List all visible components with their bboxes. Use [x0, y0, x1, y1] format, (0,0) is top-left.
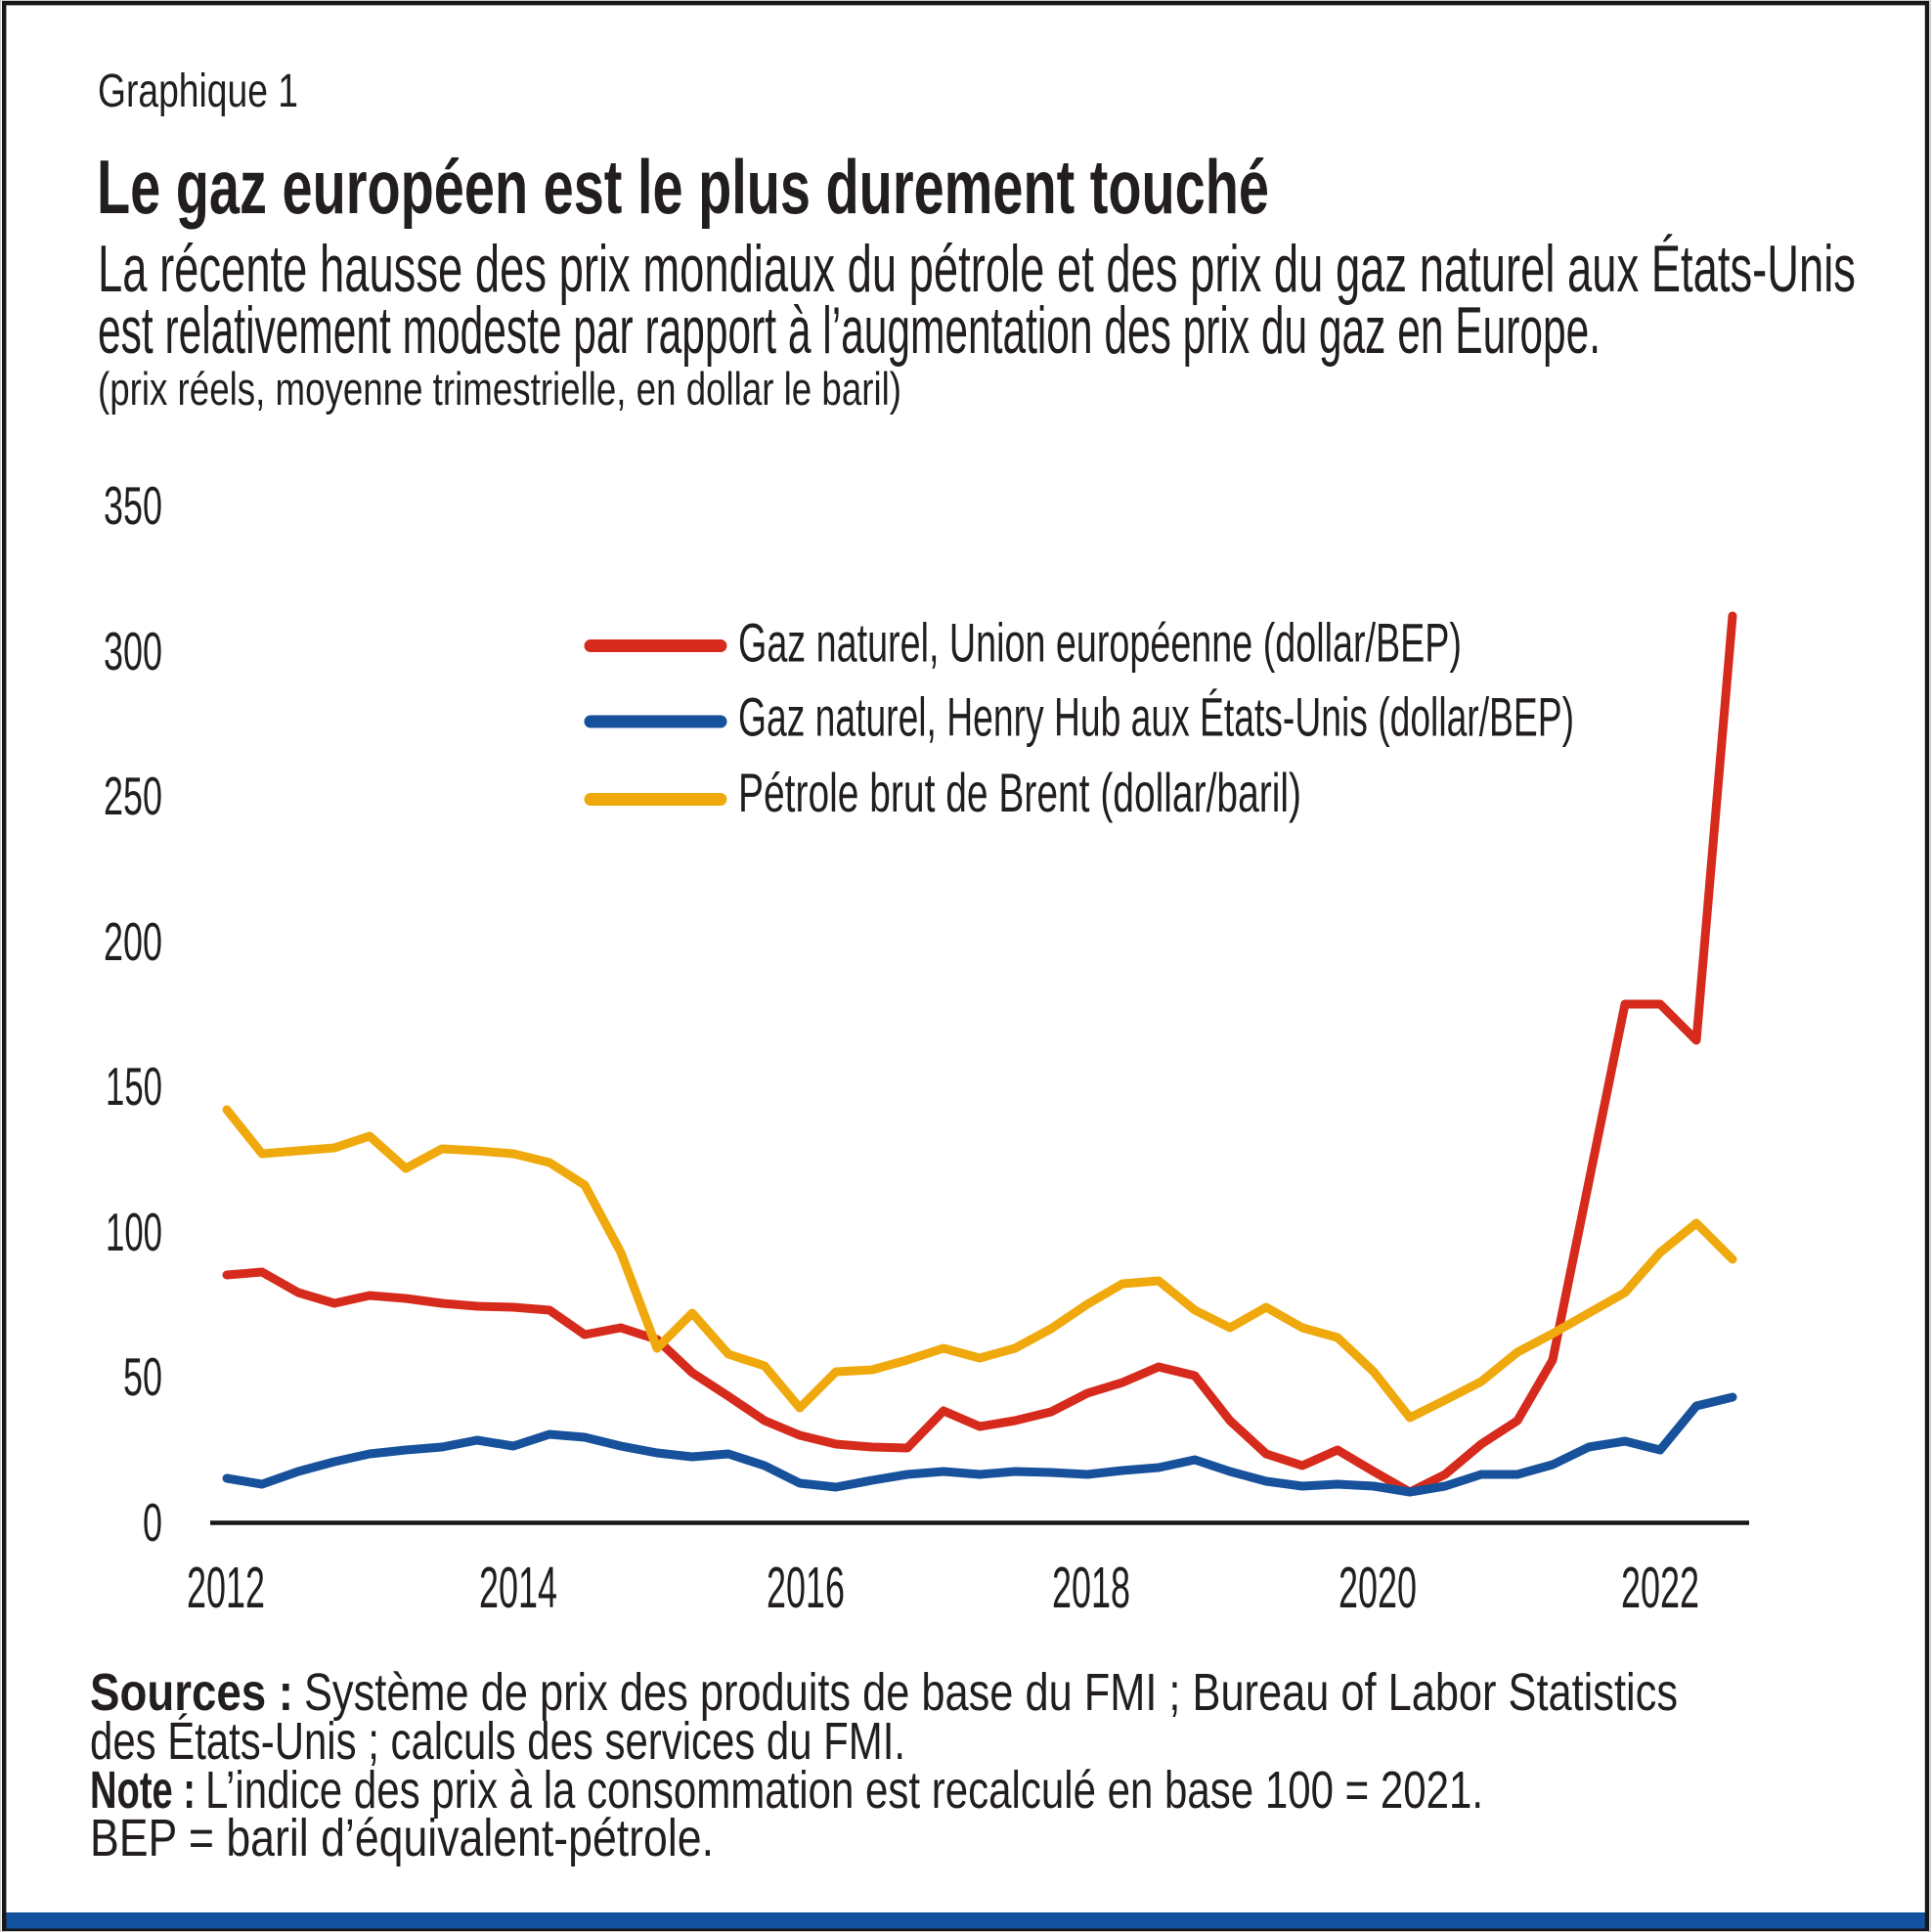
svg-text:350: 350 — [104, 475, 162, 536]
svg-text:Graphique 1: Graphique 1 — [98, 66, 298, 117]
svg-text:2018: 2018 — [1052, 1556, 1130, 1620]
svg-text:2020: 2020 — [1339, 1556, 1417, 1620]
svg-text:2022: 2022 — [1621, 1556, 1699, 1620]
svg-text:200: 200 — [104, 911, 162, 972]
svg-text:150: 150 — [106, 1056, 162, 1117]
svg-text:250: 250 — [104, 766, 162, 826]
svg-text:Note :: Note : — [90, 1761, 196, 1820]
svg-text:50: 50 — [123, 1346, 162, 1407]
svg-text:des États-Unis ; calculs des s: des États-Unis ; calculs des services du… — [90, 1712, 905, 1771]
svg-text:Le gaz européen est le plus du: Le gaz européen est le plus durement tou… — [97, 144, 1269, 230]
svg-text:Système de prix des produits d: Système de prix des produits de base du … — [304, 1663, 1678, 1722]
svg-text:La récente hausse des prix mon: La récente hausse des prix mondiaux du p… — [98, 232, 1856, 306]
svg-text:Pétrole brut de Brent (dollar/: Pétrole brut de Brent (dollar/baril) — [738, 762, 1301, 823]
svg-text:100: 100 — [106, 1202, 162, 1262]
svg-text:BEP = baril d’équivalent-pétro: BEP = baril d’équivalent-pétrole. — [90, 1809, 714, 1867]
svg-text:(prix réels, moyenne trimestri: (prix réels, moyenne trimestrielle, en d… — [98, 363, 901, 415]
svg-text:Sources :: Sources : — [90, 1663, 293, 1722]
svg-text:Gaz naturel, Union européenne: Gaz naturel, Union européenne (dollar/BE… — [738, 612, 1462, 674]
svg-text:L’indice des prix à la consomm: L’indice des prix à la consommation est … — [205, 1761, 1483, 1820]
svg-text:0: 0 — [143, 1492, 162, 1553]
svg-text:2012: 2012 — [187, 1556, 265, 1620]
svg-text:est relativement modeste par r: est relativement modeste par rapport à l… — [98, 293, 1601, 368]
svg-text:2016: 2016 — [767, 1556, 845, 1620]
svg-text:Gaz naturel, Henry Hub aux Éta: Gaz naturel, Henry Hub aux États-Unis (d… — [738, 686, 1574, 748]
svg-text:300: 300 — [104, 621, 162, 681]
svg-text:2014: 2014 — [479, 1556, 557, 1620]
